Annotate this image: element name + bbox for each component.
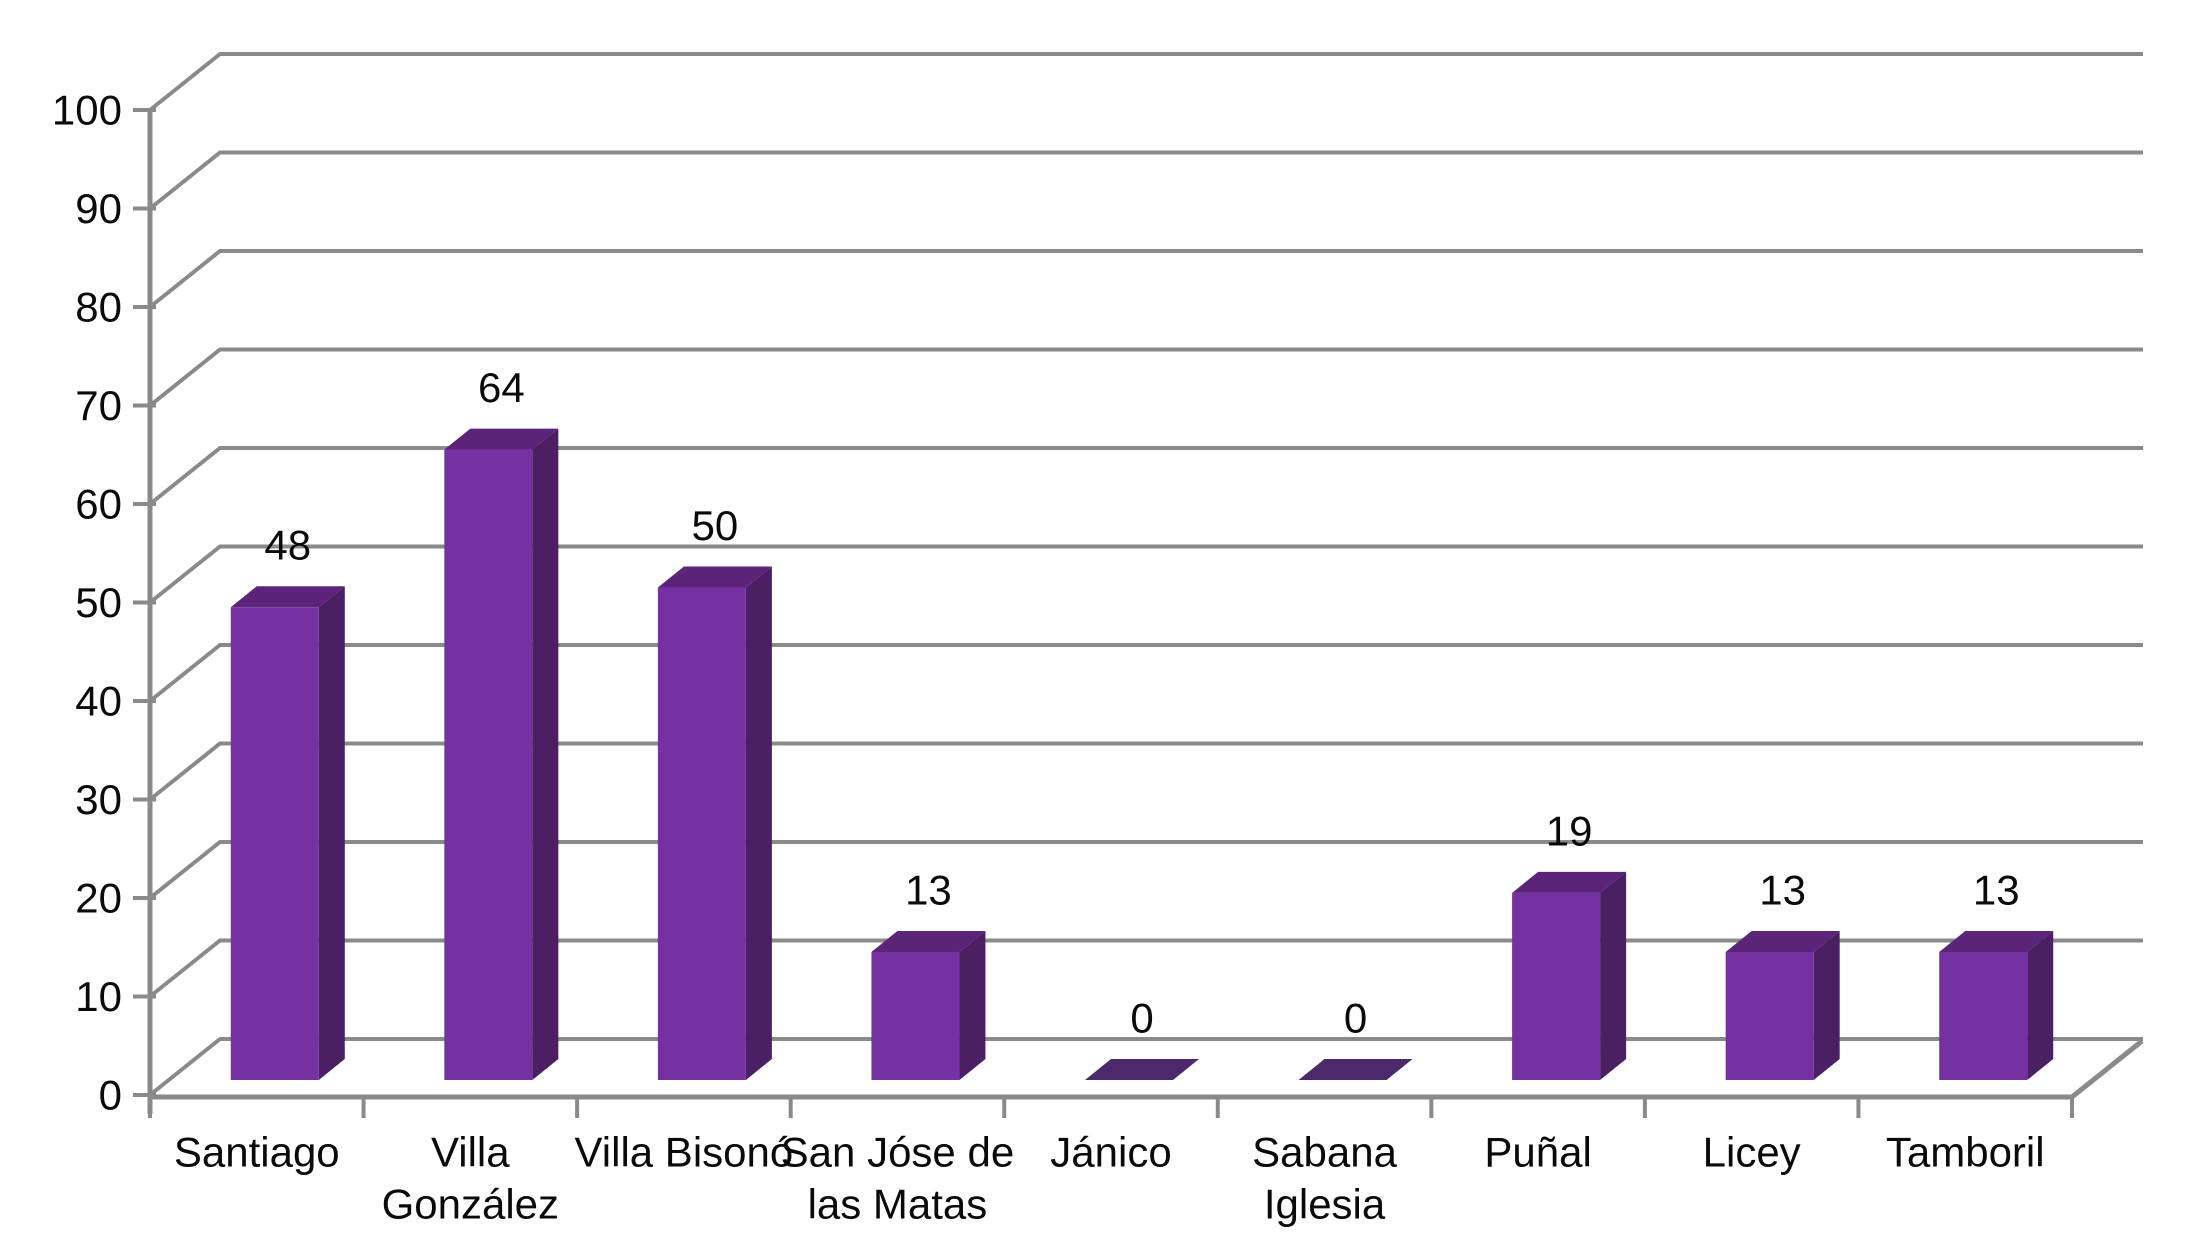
y-axis-tick-label-20: 20 [75,875,122,922]
y-axis-tick-label-80: 80 [75,284,122,331]
bar-top-face [230,586,345,608]
x-axis-label-villa-bisono: Villa Bisonó [575,1129,794,1176]
bar-santiago [230,586,345,1080]
data-label-san-jo-se-de-las-matas: 13 [905,866,952,913]
data-labels-group: 48 64 50 13 0 0 19 13 13 [264,364,2019,1041]
x-axis-label-licey: Licey [1703,1129,1801,1176]
gridline-60 [148,446,2143,506]
gridline-0 [148,1037,2143,1097]
bar-front-face [1725,951,1814,1080]
data-label-ja-nico: 0 [1130,995,1153,1042]
x-axis-label-sabana-iglesia: Sabana [1252,1129,1397,1176]
bar-side-face [318,586,345,1080]
bar-zero-face [1085,1059,1199,1080]
bar-side-face [1600,871,1627,1080]
data-label-villa-gonza-lez: 64 [478,364,525,411]
bar-top-face [1725,930,1840,952]
gridline-50 [148,544,2143,605]
x-axis-label-san-jo-se-de-las-matas: las Matas [808,1181,988,1228]
bar-front-face [444,449,533,1081]
bar-top-face [444,428,559,450]
y-axis-tick-label-0: 0 [99,1072,122,1119]
bar-top-face [1939,930,2054,952]
gridline-80 [148,249,2143,309]
y-axis-tick-label-50: 50 [75,579,122,626]
bar-side-face [532,428,559,1081]
data-label-pun-al: 19 [1546,807,1593,854]
y-axis-tick-label-60: 60 [75,481,122,528]
y-axis-tick-label-90: 90 [75,185,122,232]
data-label-sabana-iglesia: 0 [1344,995,1367,1042]
bar-licey [1725,930,1840,1080]
y-axis-tick-label-30: 30 [75,776,122,823]
bar-top-face [657,566,772,588]
bar-side-face [745,566,772,1080]
bar-ja-nico [1085,1059,1199,1080]
bar-front-face [871,951,960,1080]
y-axis-tick-label-100: 100 [52,87,122,134]
bar-top-face [1512,871,1627,893]
y-axis-tick-label-70: 70 [75,382,122,429]
gridline-40 [148,643,2143,703]
y-axis-labels-group: 0 10 20 30 40 50 60 70 80 90 100 [52,87,122,1119]
x-axis-label-villa-gonza-lez: González [382,1181,559,1228]
bar-sabana-iglesia [1298,1059,1413,1080]
bars-group [230,428,2054,1081]
y-axis-tick-label-10: 10 [75,973,122,1020]
x-axis-label-villa-gonza-lez: Villa [431,1129,510,1176]
bar-side-face [1813,930,1840,1080]
data-label-santiago: 48 [264,522,311,569]
bar-top-face [871,930,986,952]
axes-group [147,108,2144,1118]
y-axis-tick-label-40: 40 [75,678,122,725]
gridline-10 [148,938,2143,999]
bar-side-face [959,930,986,1080]
x-axis-label-santiago: Santiago [174,1129,340,1176]
bar-villa-gonza-lez [444,428,559,1081]
data-label-tamboril: 13 [1973,866,2020,913]
x-axis-label-tamboril: Tamboril [1886,1129,2045,1176]
bar-front-face [657,587,746,1080]
bar-villa-bisono [657,566,772,1080]
x-axis-label-pun-al: Puñal [1484,1129,1591,1176]
bar-zero-face [1298,1059,1413,1080]
x-axis-label-ja-nico: Jánico [1050,1129,1171,1176]
x-axis-label-sabana-iglesia: Iglesia [1264,1181,1386,1228]
bar-san-jo-se-de-las-matas [871,930,986,1080]
gridline-100 [148,52,2143,112]
bar-side-face [2027,930,2054,1080]
gridline-90 [148,150,2143,211]
bar-front-face [1512,892,1601,1080]
bar-pun-al [1512,871,1627,1080]
gridline-30 [148,741,2143,802]
gridline-70 [148,347,2143,408]
x-axis-label-san-jo-se-de-las-matas: San Jóse de [781,1129,1015,1176]
bar-front-face [1939,951,2028,1080]
bar-front-face [230,607,319,1080]
data-label-licey: 13 [1759,866,1806,913]
bar-tamboril [1939,930,2054,1080]
gridline-20 [148,840,2143,900]
data-label-villa-bisono: 50 [692,502,739,549]
